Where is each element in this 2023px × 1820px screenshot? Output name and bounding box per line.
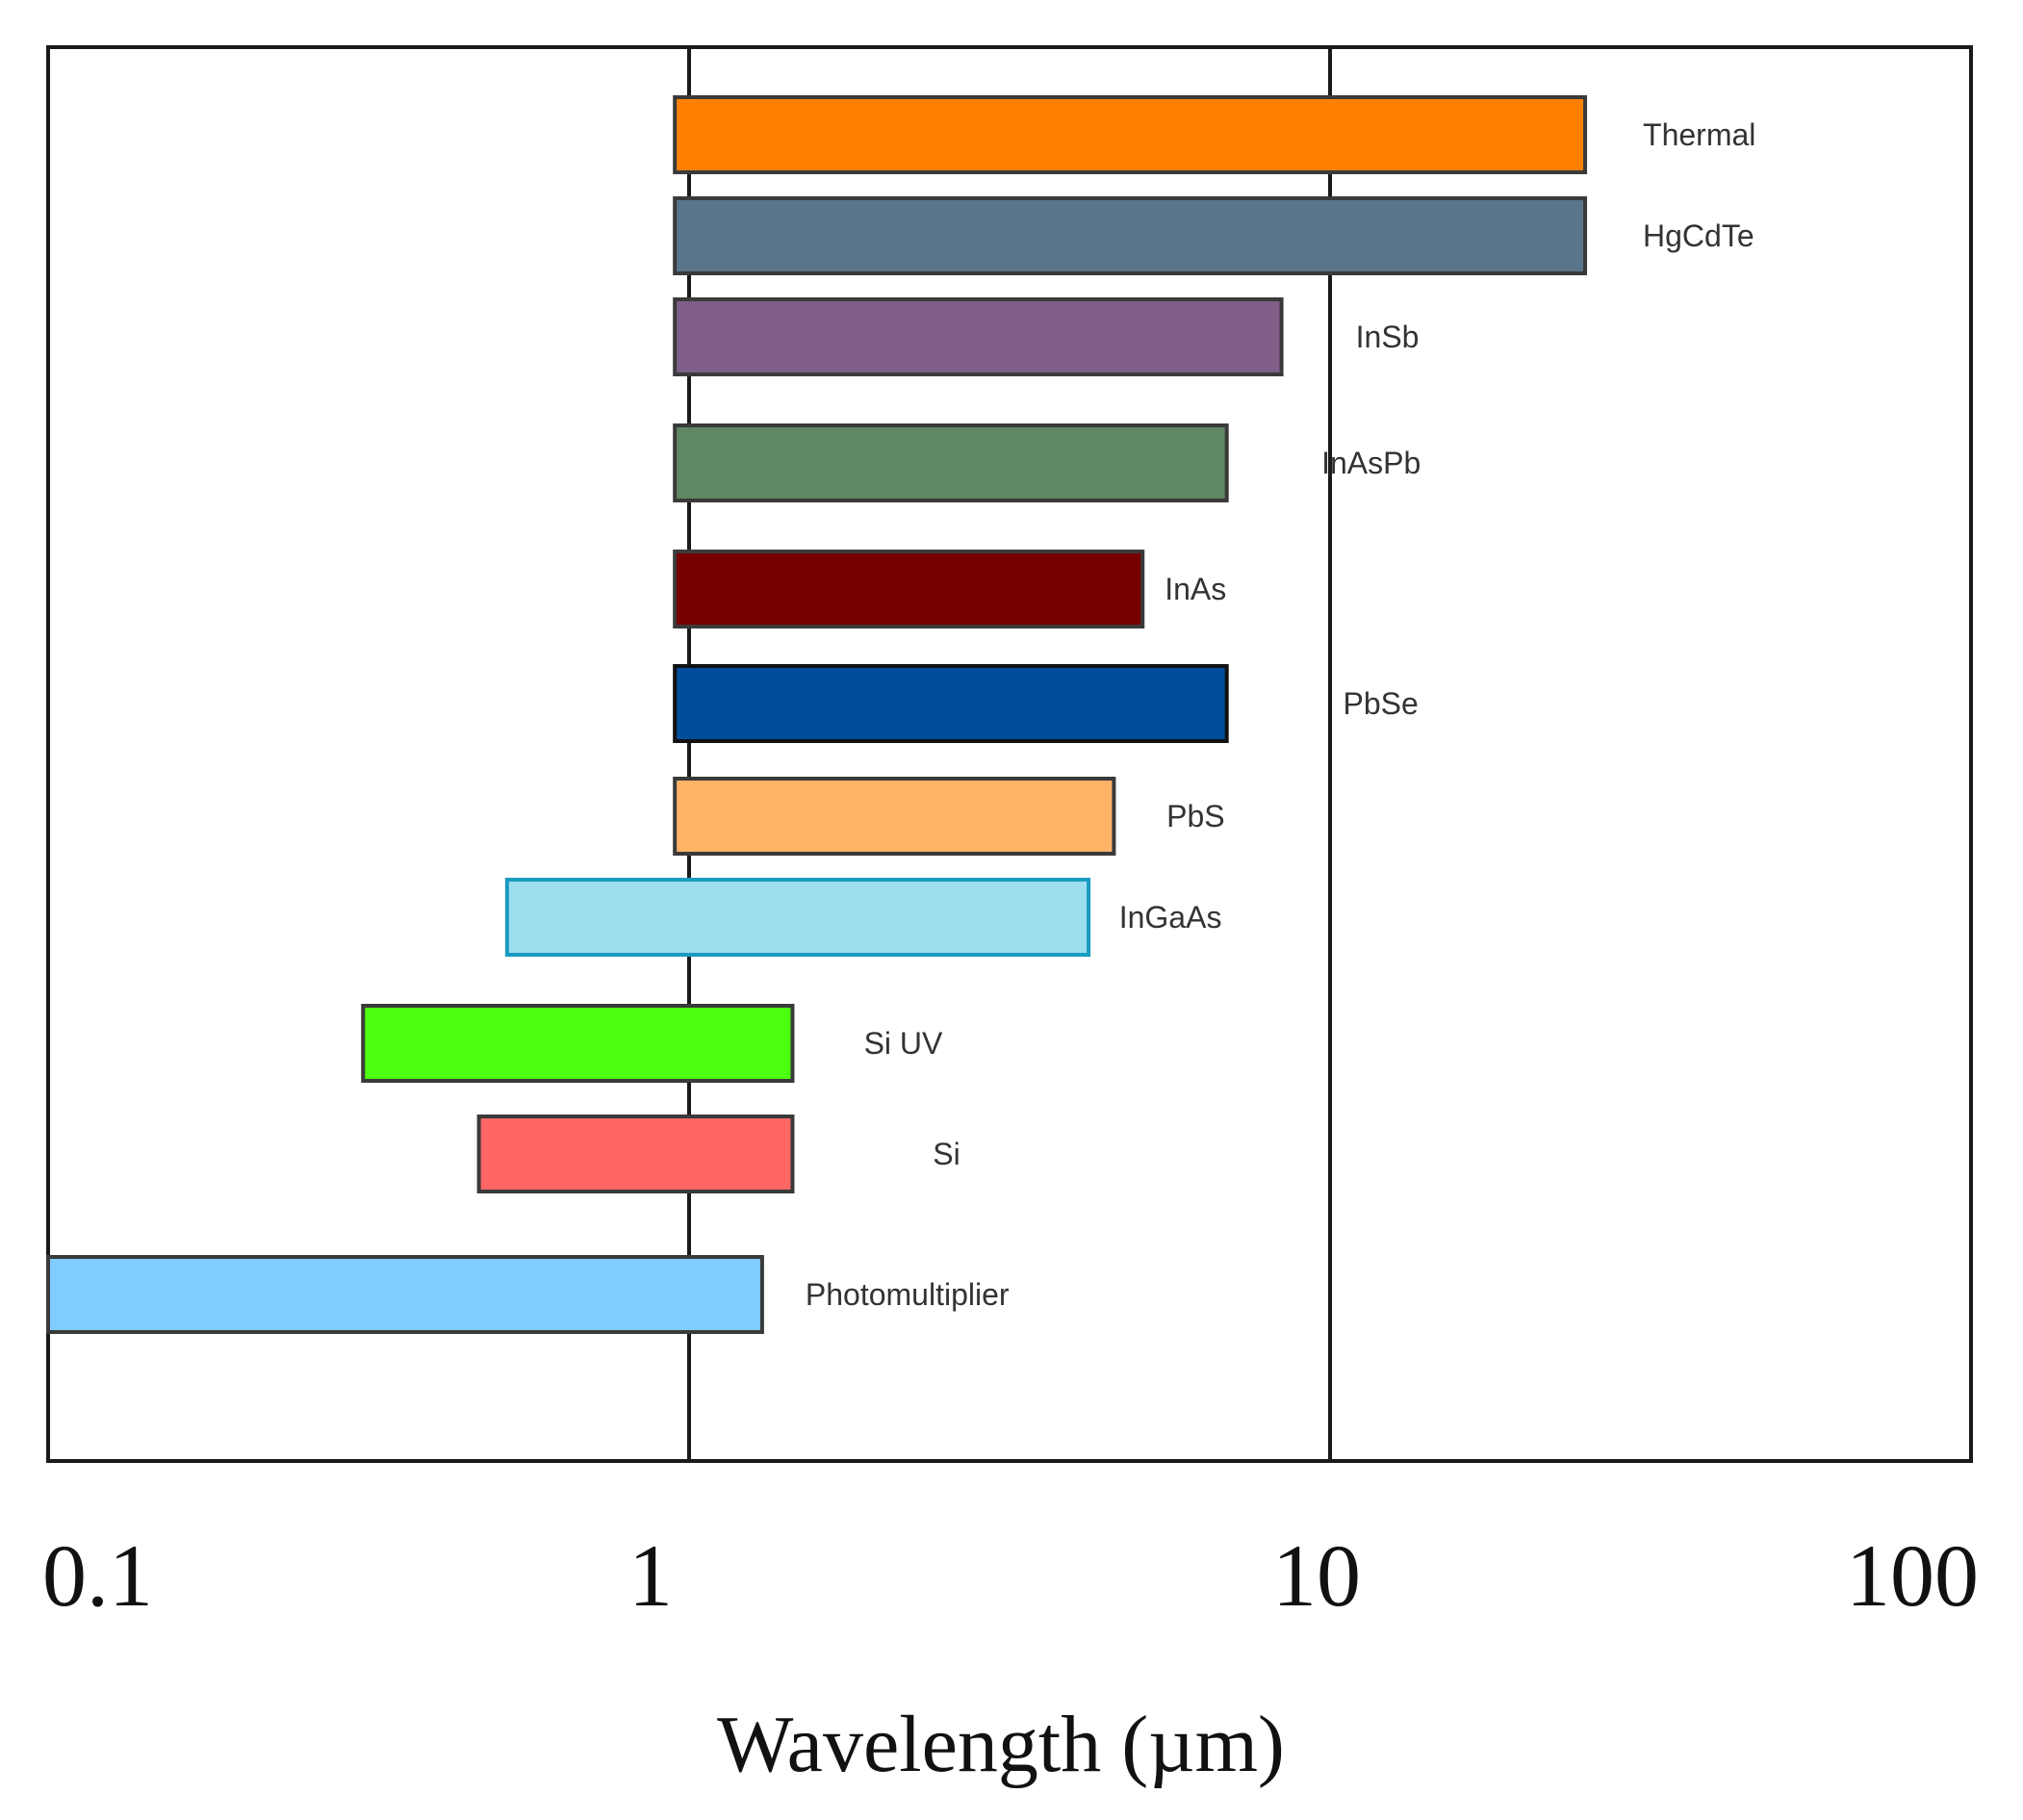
plot-frame xyxy=(46,45,1973,1463)
bar-label-photomultiplier: Photomultiplier xyxy=(806,1277,1010,1312)
bar-label-insb: InSb xyxy=(1356,320,1420,354)
bar-label-inas: InAs xyxy=(1165,572,1226,606)
bar-label-pbse: PbSe xyxy=(1344,686,1419,721)
plot-area xyxy=(46,45,1973,1463)
bar-label-hgcdte: HgCdTe xyxy=(1643,218,1754,253)
bar-photomultiplier xyxy=(46,1255,764,1334)
x-tick-label-100: 100 xyxy=(1846,1526,1979,1625)
bar-label-thermal: Thermal xyxy=(1643,117,1755,152)
x-tick-label-1: 1 xyxy=(628,1526,673,1625)
bar-label-si-uv: Si UV xyxy=(864,1026,943,1061)
bar-pbs xyxy=(673,777,1116,856)
bar-label-si: Si xyxy=(933,1137,960,1171)
bar-label-inaspb: InAsPb xyxy=(1321,446,1421,480)
x-axis-title: Wavelength (µm) xyxy=(717,1700,1285,1789)
bar-ingaas xyxy=(504,878,1091,957)
bar-labels: Thermal HgCdTe InSb InAsPb InAs PbSe PbS InGaAs… xyxy=(806,117,1756,1312)
bar-insb xyxy=(673,297,1284,376)
x-tick-label-0_1: 0.1 xyxy=(42,1526,153,1625)
bar-thermal xyxy=(673,95,1588,174)
bar-pbse xyxy=(673,664,1229,743)
bar-label-pbs: PbS xyxy=(1166,799,1224,833)
bar-si-uv xyxy=(361,1004,795,1083)
bar-inaspb xyxy=(673,423,1229,502)
bar-si xyxy=(476,1115,795,1193)
bar-hgcdte xyxy=(673,196,1588,275)
bars xyxy=(46,95,1588,1334)
x-tick-label-10: 10 xyxy=(1272,1526,1361,1625)
bar-inas xyxy=(673,550,1145,628)
x-tick-labels: 0.1 1 10 100 xyxy=(42,1526,1979,1625)
bar-label-ingaas: InGaAs xyxy=(1119,900,1222,935)
